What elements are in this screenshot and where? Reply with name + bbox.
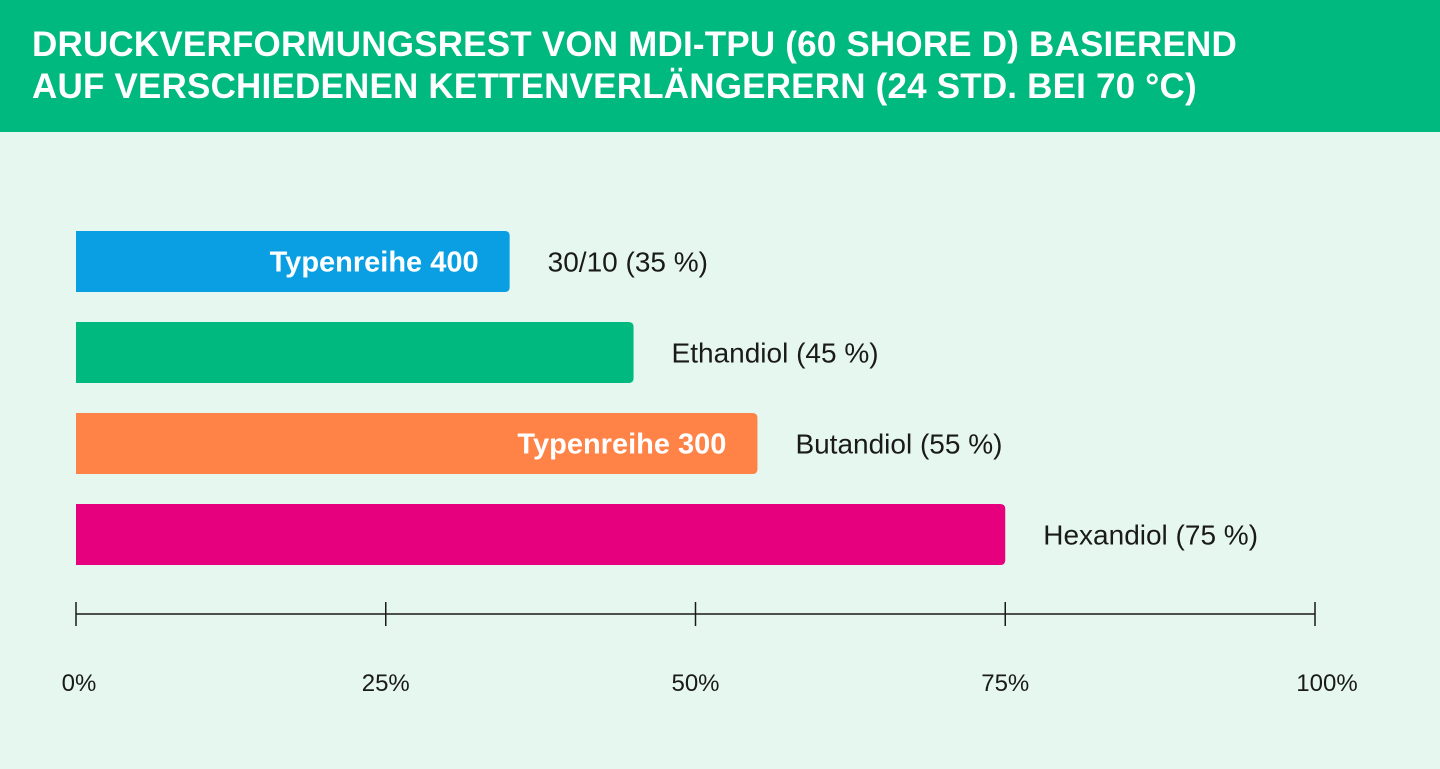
chart-title-line-2: AUF VERSCHIEDENEN KETTENVERLÄNGERERN (24…: [32, 67, 1197, 106]
bar: [76, 413, 758, 474]
bar: [76, 231, 510, 292]
chart-title-line-1: DRUCKVERFORMUNGSREST VON MDI-TPU (60 SHO…: [32, 25, 1237, 64]
x-tick-label: 50%: [671, 670, 719, 697]
x-tick-label: 75%: [981, 670, 1029, 697]
bar-inner-label: Typenreihe 400: [270, 247, 479, 279]
bar: [76, 504, 1006, 565]
bar-chart: Typenreihe 400 30/10 (35 %) Ethandiol (45 …: [62, 231, 1358, 697]
bar-category-label: Hexandiol (75 %): [1043, 520, 1258, 551]
x-tick-label: 0%: [62, 670, 97, 697]
header-banner: DRUCKVERFORMUNGSREST VON MDI-TPU (60 SHO…: [0, 0, 1440, 132]
bar-category-label: Butandiol (55 %): [795, 429, 1002, 460]
x-tick-label: 100%: [1296, 670, 1357, 697]
bar: [76, 322, 634, 383]
x-tick-label: 25%: [362, 670, 410, 697]
bar-category-label: 30/10 (35 %): [548, 247, 708, 278]
bar-inner-label: Typenreihe 300: [517, 429, 726, 461]
chart-title: DRUCKVERFORMUNGSREST VON MDI-TPU (60 SHO…: [32, 24, 1412, 108]
bar-category-label: Ethandiol (45 %): [672, 338, 879, 369]
